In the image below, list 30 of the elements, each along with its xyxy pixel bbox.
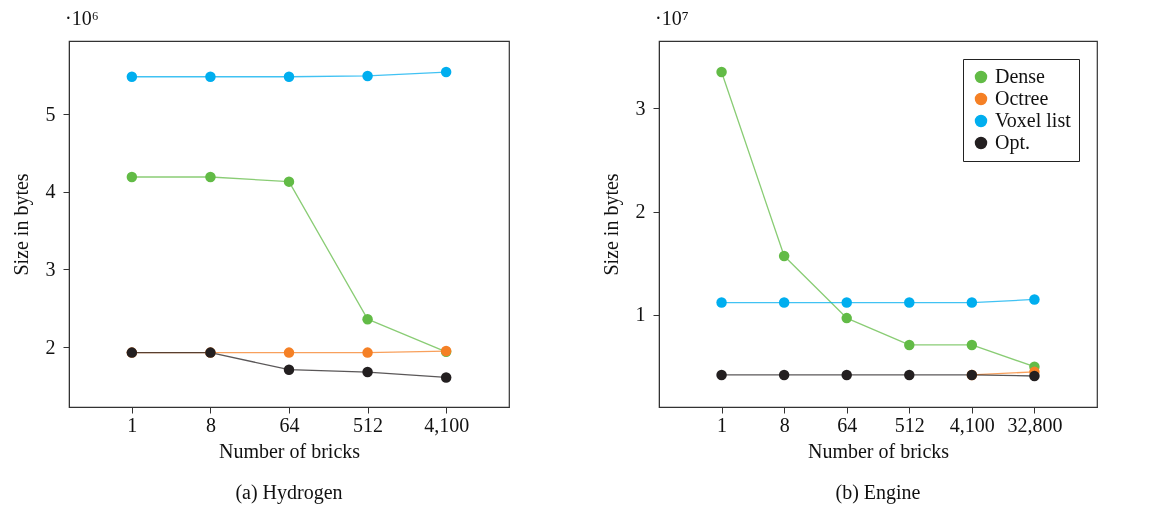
- y-tick-label: 5: [45, 102, 56, 125]
- y-axis-title: Size in bytes: [599, 173, 623, 276]
- y-tick-label: 3: [635, 96, 646, 119]
- y-tick-label: 2: [45, 335, 56, 358]
- x-tick-label: 8: [779, 413, 790, 436]
- x-tick-label: 4,100: [424, 413, 470, 436]
- text: (a) Hydrogen: [235, 481, 343, 504]
- text: ·10⁶: [65, 7, 99, 29]
- y-axis-title: Size in bytes: [9, 173, 33, 276]
- x-tick-label: 512: [894, 413, 925, 436]
- y-tick-label: 4: [45, 180, 56, 203]
- x-tick-label: 4,100: [949, 413, 995, 436]
- legend-label: Opt.: [995, 131, 1030, 154]
- legend-label: Dense: [995, 65, 1046, 87]
- x-tick-label: 64: [837, 413, 858, 436]
- x-tick-label: 64: [279, 413, 300, 436]
- legend-label: Voxel list: [995, 109, 1072, 131]
- y-tick-label: 3: [45, 257, 56, 280]
- x-tick-label: 32,800: [1007, 413, 1063, 436]
- y-tick-label: 1: [635, 303, 646, 326]
- legend-label: Octree: [995, 87, 1049, 109]
- x-tick-label: 512: [353, 413, 384, 436]
- text: ·10⁷: [655, 7, 689, 29]
- x-tick-label: 1: [127, 413, 138, 436]
- x-tick-label: 8: [205, 413, 216, 436]
- text: (b) Engine: [835, 481, 921, 504]
- x-axis-title: Number of bricks: [218, 439, 361, 462]
- x-tick-label: 1: [717, 413, 728, 436]
- x-axis-title: Number of bricks: [807, 439, 950, 462]
- y-tick-label: 2: [635, 200, 646, 223]
